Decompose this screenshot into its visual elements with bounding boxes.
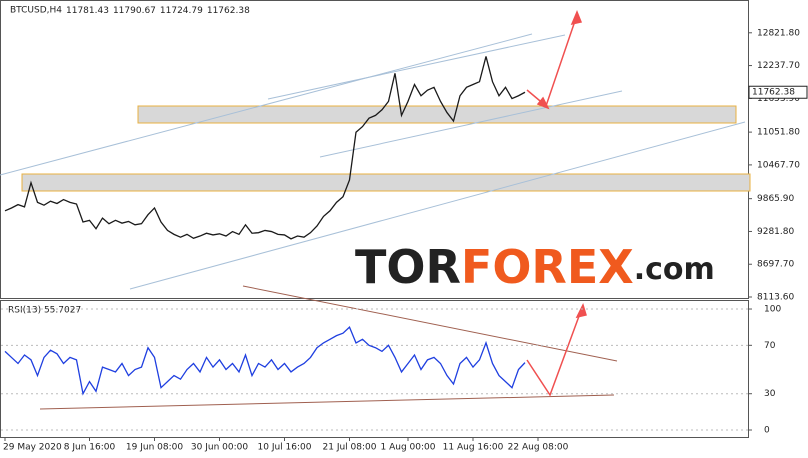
channel-lines xyxy=(0,33,746,290)
y-tick-label: 8113.60 xyxy=(757,293,794,303)
x-tick-label: 22 Aug 08:00 xyxy=(508,443,569,453)
trendline xyxy=(39,394,615,410)
price-line xyxy=(4,56,526,240)
x-tick-label: 29 May 2020 xyxy=(3,443,62,453)
arrow-head xyxy=(570,10,583,26)
watermark-part: TOR xyxy=(355,240,461,294)
x-tick-label: 10 Jul 16:00 xyxy=(258,443,312,453)
y-tick-label: 12237.70 xyxy=(757,61,800,71)
x-tick-label: 11 Aug 16:00 xyxy=(443,443,504,453)
x-tick-label: 30 Jun 00:00 xyxy=(191,443,248,453)
x-tick-label: 8 Jun 16:00 xyxy=(64,443,116,453)
x-tick-label: 19 Jun 08:00 xyxy=(126,443,183,453)
chart-title: BTCUSD,H4 xyxy=(10,6,62,16)
channel-line xyxy=(267,34,566,100)
y-tick-label: 11051.80 xyxy=(757,128,800,138)
rsi-title: RSI(13) 55.7027 xyxy=(8,306,81,316)
y-tick-label: 12821.80 xyxy=(757,28,800,38)
watermark-part: .com xyxy=(634,252,715,287)
support-zone xyxy=(21,173,751,192)
x-tick-label: 1 Aug 00:00 xyxy=(381,443,436,453)
ohlc-values: 11781.43 11790.67 11724.79 11762.38 xyxy=(66,6,250,16)
ohlc-value: 11762.38 xyxy=(207,6,250,16)
forecast-arrows xyxy=(526,10,587,397)
watermark-part: FOREX xyxy=(461,240,634,294)
rsi-panel xyxy=(0,300,749,438)
y-tick-label: 8697.70 xyxy=(757,260,794,270)
y-tick-label: 10467.70 xyxy=(757,160,800,170)
arrow-head xyxy=(536,96,550,110)
y-tick-label: 0 xyxy=(764,426,770,436)
last-price-box xyxy=(748,85,808,99)
y-tick-label: 9865.90 xyxy=(757,194,794,204)
ohlc-value: 11724.79 xyxy=(160,6,203,16)
rsi-trendlines xyxy=(39,285,618,410)
y-tick-label: 11653.90 xyxy=(757,94,800,104)
arrow-head xyxy=(575,302,587,319)
resistance-zone xyxy=(137,105,737,124)
price-panel xyxy=(0,0,749,299)
ohlc-value: 11781.43 xyxy=(66,6,109,16)
y-tick-label: 30 xyxy=(764,389,776,399)
last-price-label: 11762.38 xyxy=(752,88,795,98)
forecast-arrow xyxy=(526,307,583,397)
channel-line xyxy=(129,121,746,290)
y-tick-label: 70 xyxy=(764,341,776,351)
y-tick-label: 100 xyxy=(764,305,781,315)
channel-line xyxy=(0,33,533,176)
watermark: TORFOREX.com xyxy=(355,240,715,294)
y-tick-label: 9281.80 xyxy=(757,227,794,237)
channel-line xyxy=(319,90,623,158)
price-line xyxy=(4,326,526,396)
x-tick-label: 21 Jul 08:00 xyxy=(323,443,377,453)
ohlc-value: 11790.67 xyxy=(113,6,156,16)
trendline xyxy=(242,285,618,362)
